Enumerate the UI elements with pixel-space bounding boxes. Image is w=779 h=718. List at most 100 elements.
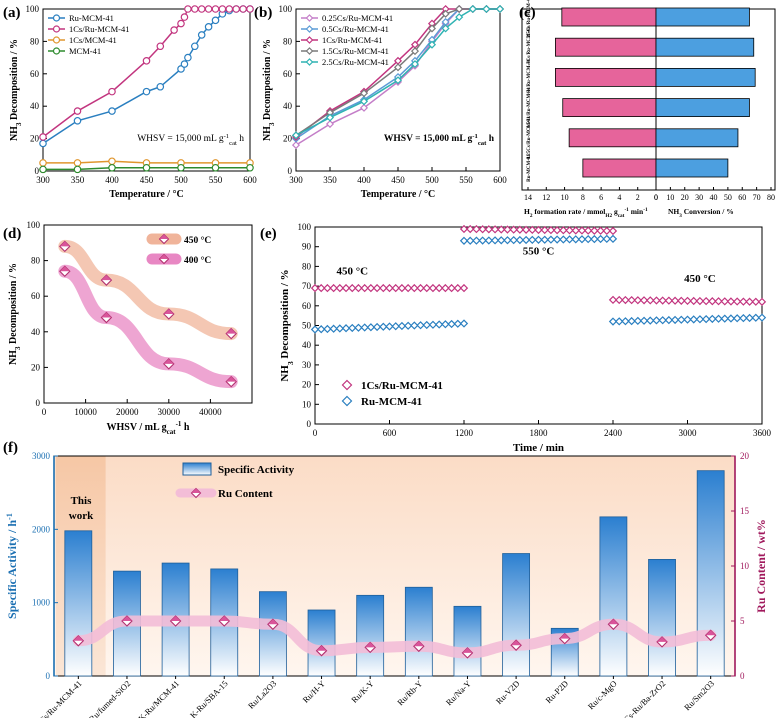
x-tick-label: 3600 <box>753 428 772 438</box>
x-tick-label: 350 <box>323 175 337 185</box>
data-point <box>204 5 213 13</box>
x-axis-label-left-part: cat <box>618 213 625 219</box>
y-tick-label: 40 <box>283 101 293 111</box>
data-point <box>163 358 175 370</box>
data-point <box>459 283 469 293</box>
category-label: Ru-P2D <box>543 678 570 705</box>
data-point <box>170 26 178 34</box>
data-point <box>225 5 234 13</box>
category-label: Cs-Ru/Ba-ZrO2 <box>622 678 668 718</box>
data-point <box>317 325 326 334</box>
data-point <box>552 226 562 235</box>
data-point <box>627 316 636 326</box>
category-label: Ru/Rb-Y <box>395 678 424 707</box>
data-point <box>291 131 301 140</box>
data-point <box>225 327 237 340</box>
data-point <box>670 296 680 305</box>
category-label: 0.5Cs/Ru-MCM-41 <box>527 87 532 128</box>
data-point <box>664 296 674 305</box>
ru-content-point <box>510 639 522 651</box>
legend-label: 1Cs/MCM-41 <box>69 35 117 45</box>
data-point <box>427 24 437 33</box>
data-point <box>218 5 227 13</box>
ru-content-point <box>558 632 571 645</box>
data-point <box>484 236 493 245</box>
y-axis-label-part: Decomposition / % <box>279 269 291 361</box>
whsv-annotation-part: WHSV = 15,000 mL g <box>384 134 473 144</box>
data-point <box>73 107 82 115</box>
data-point <box>310 325 320 334</box>
data-point <box>478 225 487 234</box>
data-point <box>565 235 574 244</box>
y-tick-label: 40 <box>302 340 312 350</box>
data-point <box>484 225 493 234</box>
data-point-top <box>101 275 112 281</box>
temp-annotation: 450 °C <box>684 273 716 285</box>
data-point <box>453 283 462 293</box>
data-point <box>428 283 438 293</box>
data-point <box>156 42 165 51</box>
x-tick-label: 550 <box>459 175 473 185</box>
x-tick-label: 500 <box>425 175 439 185</box>
x-axis-label-left-part: -1 <box>624 207 629 213</box>
x-axis-label-part: cat <box>167 428 177 436</box>
data-point <box>197 31 206 39</box>
data-point <box>497 225 506 234</box>
bar-specific-activity <box>307 609 336 677</box>
x-tick-label: 12 <box>542 193 550 202</box>
data-point <box>757 297 767 307</box>
data-point <box>577 235 587 244</box>
data-point <box>211 5 220 13</box>
data-point <box>39 159 47 167</box>
data-point <box>163 308 175 320</box>
y-axis-label-part: -1 <box>5 513 14 520</box>
whsv-annotation: WHSV = 15,000 mL g-1cat h <box>384 133 495 147</box>
data-point <box>379 283 388 293</box>
data-point <box>534 225 543 235</box>
data-point <box>482 4 491 14</box>
data-point <box>180 13 189 21</box>
data-point <box>540 225 549 235</box>
data-point <box>191 42 199 51</box>
data-point <box>59 265 71 278</box>
category-label: Ru/c-MgO <box>586 678 619 711</box>
data-point <box>354 323 363 332</box>
data-point <box>658 296 667 305</box>
category-label: Ru/Na-Y <box>444 678 473 707</box>
y-tick-label: 0 <box>46 671 51 681</box>
data-point-top <box>226 376 237 382</box>
data-point <box>596 226 605 235</box>
data-point <box>608 234 618 243</box>
x-axis-label-left-part: 2 <box>530 213 533 219</box>
y-axis-label: NH3 Decomposition / % <box>279 269 295 381</box>
data-point <box>714 297 723 306</box>
data-point <box>441 283 450 293</box>
data-point <box>608 226 618 236</box>
data-point <box>197 5 206 13</box>
data-point <box>403 283 413 293</box>
data-point <box>232 5 241 13</box>
data-point <box>246 5 254 13</box>
data-point <box>366 323 376 332</box>
category-label: Ru/K-Y <box>349 678 375 704</box>
legend-label: MCM-41 <box>69 46 101 56</box>
data-point <box>455 13 464 22</box>
data-point <box>225 375 237 388</box>
y-axis-label-part: 3 <box>14 346 22 350</box>
data-point <box>751 313 760 322</box>
y-tick-label: 60 <box>31 291 41 301</box>
legend-marker <box>52 25 61 33</box>
x-tick-label: 550 <box>209 175 223 185</box>
bar-specific-activity <box>404 586 433 677</box>
data-point <box>435 283 444 293</box>
data-point <box>503 225 512 234</box>
y-axis-label-part: Specific Activity / h <box>5 520 19 619</box>
y-axis-label-part: NH <box>279 365 291 382</box>
ru-content-point-top <box>511 640 522 646</box>
data-point <box>540 235 549 244</box>
y-tick-label: 100 <box>26 4 40 14</box>
panel-label-b: (b) <box>254 5 272 21</box>
y-tick-label: 70 <box>302 281 312 291</box>
data-point <box>646 316 655 325</box>
